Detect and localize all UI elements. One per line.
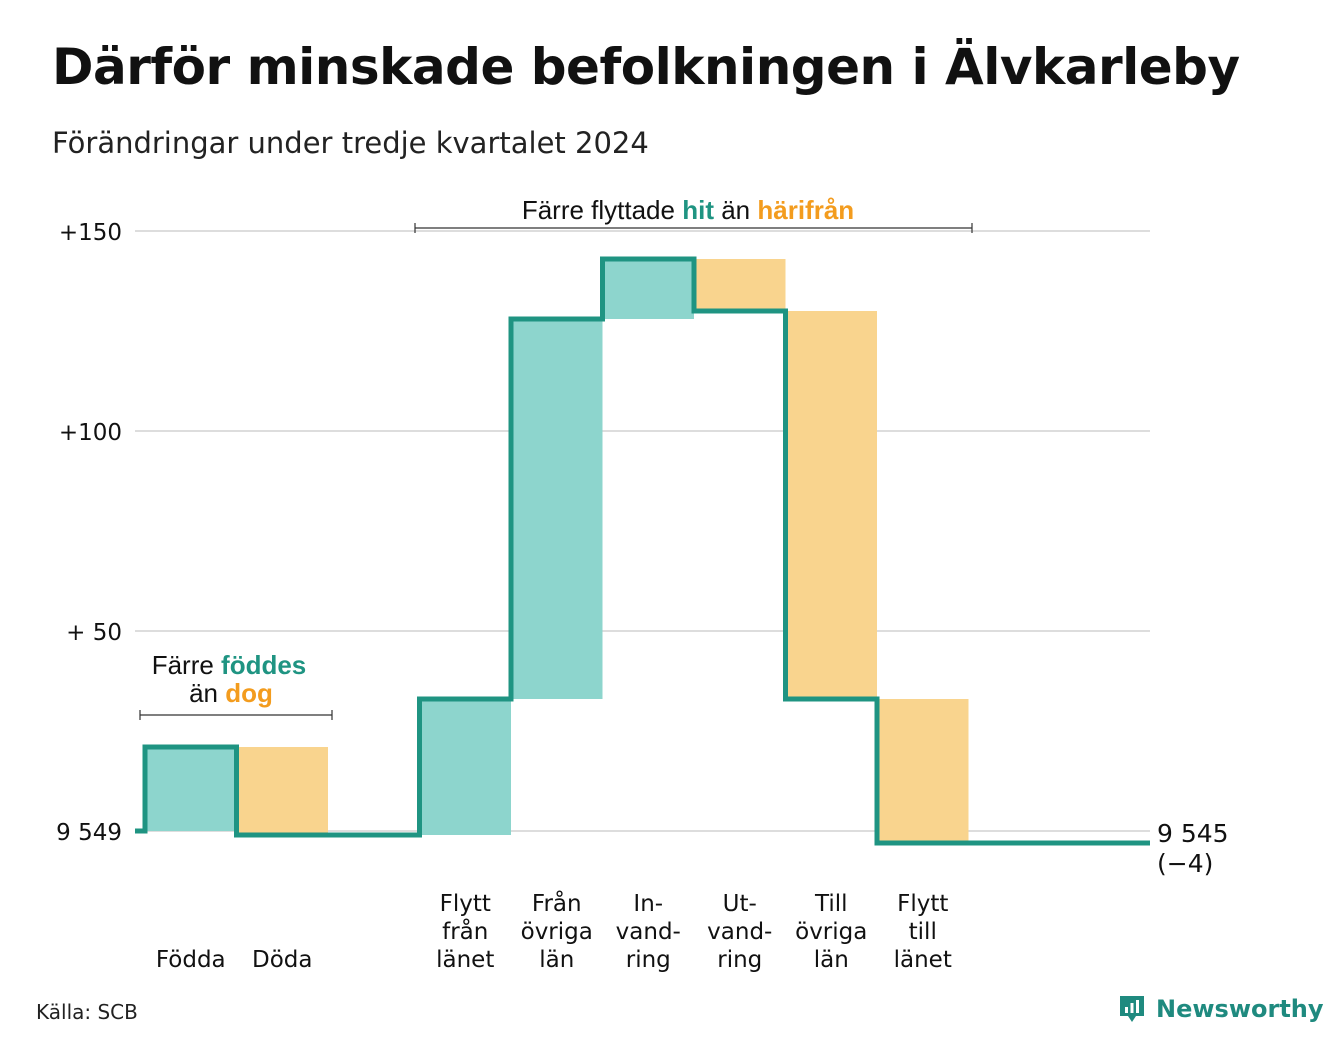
y-tick-label: +100 — [59, 420, 122, 446]
x-tick-label: till — [909, 919, 937, 945]
bars — [145, 259, 969, 843]
y-axis: 9 549 + 50 +100 +150 — [56, 220, 122, 846]
bar-inflow — [602, 259, 694, 319]
x-tick-label: övriga — [795, 919, 867, 945]
x-tick-label: från — [442, 917, 488, 945]
bar-outflow — [877, 699, 969, 843]
svg-text:Färre föddes: Färre föddes — [152, 650, 307, 680]
moves-annotation-middle: än — [714, 195, 757, 225]
x-tick-label: ring — [626, 947, 671, 973]
births-annotation-highlight: föddes — [221, 650, 306, 680]
newsworthy-logo: Newsworthy — [1118, 994, 1324, 1024]
chart-subtitle: Förändringar under tredje kvartalet 2024 — [52, 126, 649, 160]
y-tick-label: 9 549 — [56, 820, 122, 846]
x-tick-label: övriga — [521, 919, 593, 945]
x-axis: Födda DödaFlyttfrånlänetFrånövrigalänIn-v… — [156, 889, 952, 973]
moves-annotation-prefix: Färre flyttade — [522, 195, 682, 225]
x-tick-label: länet — [894, 947, 952, 973]
x-tick-label: ring — [717, 947, 762, 973]
moves-annotation-highlight-out: härifrån — [757, 195, 854, 225]
deaths-annotation-highlight: dog — [225, 678, 273, 708]
end-population-label: 9 545 — [1157, 819, 1229, 848]
deaths-annotation-prefix: än — [189, 678, 225, 708]
newsworthy-logo-icon — [1120, 996, 1144, 1022]
logo-text: Newsworthy — [1156, 995, 1324, 1023]
x-tick-label: Ut- — [723, 891, 757, 917]
end-value-label: 9 545 (−4) — [1157, 819, 1229, 878]
x-tick-label: vand- — [707, 919, 772, 945]
moves-annotation-highlight-in: hit — [682, 195, 714, 225]
svg-text:än dog: än dog — [189, 678, 273, 708]
running-total-step-line — [135, 256, 1150, 846]
x-tick-label: vand- — [616, 919, 681, 945]
x-tick-label: Flytt — [440, 891, 491, 917]
x-tick-label: Till — [814, 891, 848, 917]
x-tick-label: län — [539, 947, 574, 973]
bar-inflow — [511, 319, 603, 699]
source-note: Källa: SCB — [36, 1000, 138, 1024]
moves-annotation: Färre flyttade hit än härifrån — [414, 195, 973, 233]
gridlines — [135, 230, 1150, 832]
bar-outflow — [694, 259, 786, 311]
y-tick-label: +150 — [59, 220, 122, 246]
end-change-label: (−4) — [1157, 849, 1213, 878]
running-total-line — [135, 256, 1150, 846]
chart-title: Därför minskade befolkningen i Älvkarleb… — [52, 38, 1240, 96]
x-tick-label: Från — [532, 889, 582, 917]
bar-inflow — [145, 747, 237, 831]
bar-inflow — [419, 699, 511, 835]
births-annotation-prefix: Färre — [152, 650, 221, 680]
annotations: Färre föddes än dog Färre flyttade hit ä… — [139, 195, 973, 720]
x-tick-label: länet — [436, 947, 494, 973]
x-tick-label: Flytt — [897, 891, 948, 917]
x-tick-label: Födda — [156, 947, 226, 973]
x-tick-label: In- — [633, 891, 663, 917]
bar-outflow — [236, 747, 328, 835]
births-annotation: Färre föddes än dog — [139, 650, 333, 720]
svg-text:Färre flyttade hit än härifrån: Färre flyttade hit än härifrån — [522, 195, 854, 225]
x-tick-label: län — [814, 947, 849, 973]
bar-outflow — [785, 311, 877, 699]
y-tick-label: + 50 — [66, 620, 122, 646]
x-tick-label: Döda — [252, 947, 312, 973]
